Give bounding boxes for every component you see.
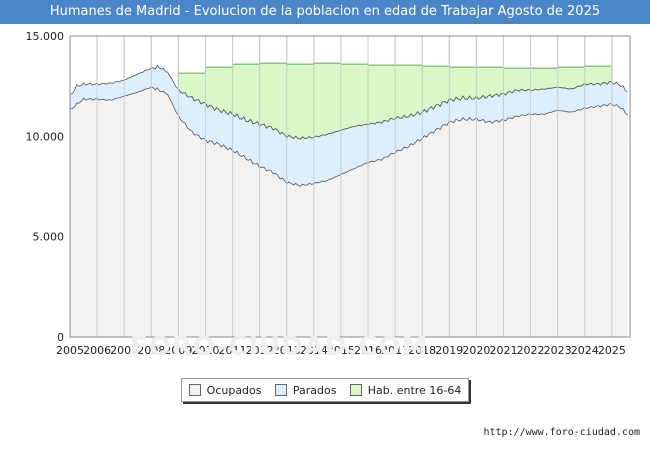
x-tick-label: 2019 [435, 344, 463, 357]
legend-item-ocupados: Ocupados [188, 383, 262, 397]
legend: Ocupados Parados Hab. entre 16-64 [181, 378, 469, 402]
plot-border [69, 35, 631, 338]
series-ocupados-area [70, 86, 628, 337]
y-tick-label: 15.000 [26, 30, 65, 43]
x-tick-label: 2015 [327, 344, 355, 357]
series-parados-line [69, 64, 628, 140]
x-tick-label: 2025 [598, 344, 626, 357]
legend-item-parados: Parados [274, 383, 337, 397]
legend-swatch-hab [349, 384, 362, 396]
x-tick-label: 2017 [381, 344, 409, 357]
legend-item-hab: Hab. entre 16-64 [349, 383, 462, 397]
source-url[interactable]: http://www.foro-ciudad.com [483, 427, 640, 438]
x-tick-label: 2020 [462, 344, 490, 357]
legend-label-hab: Hab. entre 16-64 [367, 383, 462, 397]
legend-swatch-parados [274, 384, 287, 396]
x-tick-label: 2022 [517, 344, 545, 357]
x-tick-label: 2009 [164, 344, 192, 357]
x-tick-label: 2010 [191, 344, 219, 357]
y-tick-label: 0 [57, 331, 64, 344]
x-tick-label: 2005 [56, 344, 84, 357]
y-tick-label: 10.000 [26, 130, 65, 143]
area-layer [69, 35, 631, 338]
x-tick-label: 2016 [354, 344, 382, 357]
x-tick-label: 2007 [110, 344, 138, 357]
x-tick-label: 2012 [246, 344, 274, 357]
x-tick-label: 2024 [571, 344, 599, 357]
legend-swatch-ocupados [188, 384, 201, 396]
legend-label-ocupados: Ocupados [206, 383, 262, 397]
x-tick-label: 2013 [273, 344, 301, 357]
x-tick-label: 2021 [489, 344, 517, 357]
axis-layer: 2005 2006 2007 2008 2009 2010 2011 2012 2013 2014… [26, 30, 626, 357]
x-tick-label: 2006 [83, 344, 111, 357]
series-parados-area [70, 65, 628, 187]
series-ocupados-line [69, 86, 628, 187]
x-tick-label: 2018 [408, 344, 436, 357]
x-tick-label: 2023 [544, 344, 572, 357]
legend-label-parados: Parados [292, 383, 337, 397]
chart-title: Humanes de Madrid - Evolucion de la pobl… [0, 0, 650, 24]
watermark: FORO-CIUDAD.COM [130, 332, 429, 362]
x-tick-label: 2011 [219, 344, 247, 357]
x-tick-label: 2008 [137, 344, 165, 357]
x-tick-label: 2014 [300, 344, 328, 357]
y-tick-label: 5.000 [33, 231, 65, 244]
